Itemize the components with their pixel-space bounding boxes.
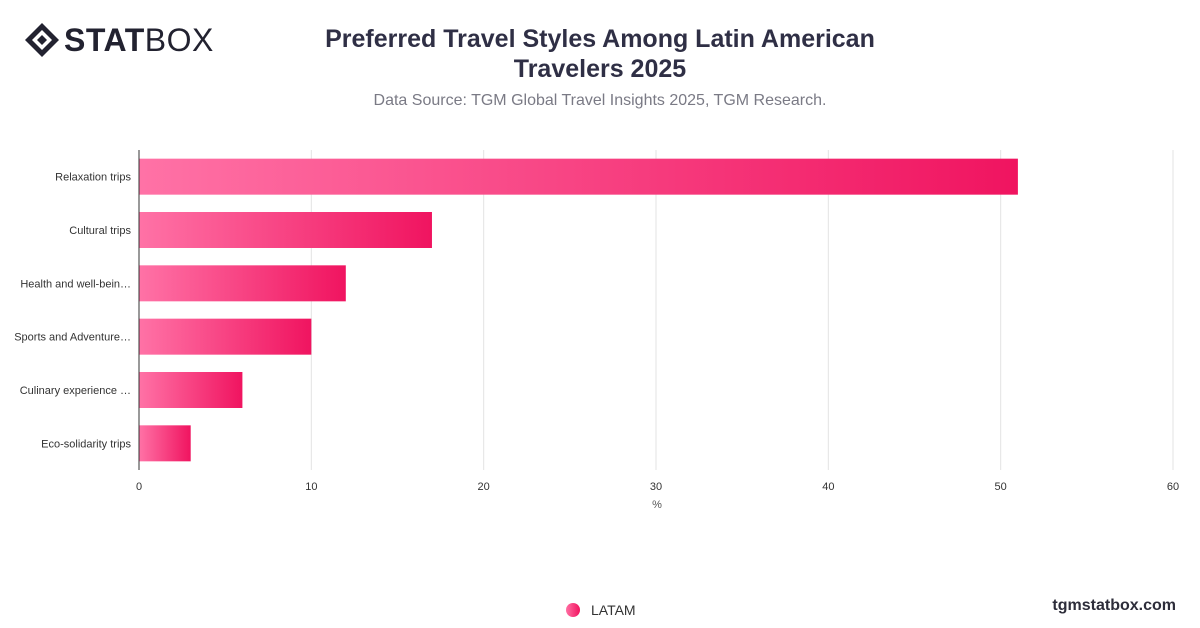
category-label-5: Eco-solidarity trips: [41, 438, 131, 450]
x-tick-labels: 0 10 20 30 40 50 60: [136, 481, 1179, 493]
bar-4[interactable]: [139, 372, 243, 408]
logo-word-stat: STAT: [64, 22, 145, 58]
x-tick-label-30: 30: [650, 481, 662, 493]
x-tick-label-40: 40: [822, 481, 834, 493]
bar-2[interactable]: [139, 265, 346, 302]
x-tick-label-50: 50: [995, 481, 1007, 493]
chart-title: Preferred Travel Styles Among Latin Amer…: [325, 25, 875, 83]
logo-word-box: BOX: [144, 22, 214, 58]
category-label-2: Health and well-bein…: [20, 278, 131, 290]
statbox-diamond-icon: [25, 23, 59, 57]
legend[interactable]: LATAM: [566, 602, 636, 618]
grid-lines: [310, 150, 1174, 470]
chart-subtitle: Data Source: TGM Global Travel Insights …: [373, 92, 827, 109]
category-labels: Relaxation trips Cultural trips Health and…: [14, 172, 131, 451]
logo-wordmark: STATBOX: [64, 22, 214, 58]
legend-marker-latam: [566, 603, 580, 617]
x-tick-label-10: 10: [305, 481, 317, 493]
bar-3[interactable]: [139, 318, 312, 355]
category-label-1: Cultural trips: [69, 225, 131, 237]
category-label-0: Relaxation trips: [55, 172, 131, 184]
category-label-4: Culinary experience …: [20, 385, 131, 397]
bars: [139, 158, 1018, 462]
statbox-logo: STATBOX: [24, 22, 214, 58]
bar-chart: Relaxation trips Cultural trips Health and…: [14, 150, 1179, 511]
x-tick-label-60: 60: [1167, 481, 1179, 493]
x-tick-label-20: 20: [478, 481, 490, 493]
site-url: tgmstatbox.com: [1052, 597, 1176, 614]
bar-5[interactable]: [139, 425, 191, 462]
x-tick-label-0: 0: [136, 481, 142, 493]
x-axis-title: %: [652, 499, 662, 511]
bar-1[interactable]: [139, 212, 432, 248]
category-label-3: Sports and Adventure…: [14, 332, 131, 344]
legend-label-latam: LATAM: [591, 602, 636, 618]
bar-0[interactable]: [139, 158, 1018, 195]
